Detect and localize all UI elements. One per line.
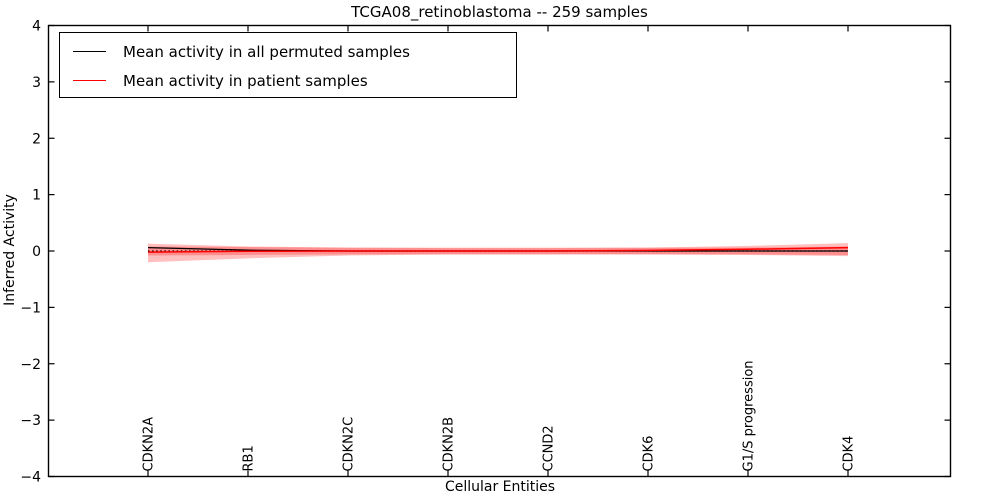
x-tick-label: CCND2 [542, 425, 557, 471]
y-tick-label: −2 [20, 357, 41, 373]
x-tick-label: CDK6 [642, 436, 657, 472]
x-tick-label: RB1 [242, 445, 257, 471]
y-tick-label: 3 [32, 75, 41, 91]
patient-activity-band [148, 243, 848, 263]
permuted-line-swatch [73, 51, 106, 52]
legend-item-permuted: Mean activity in all permuted samples [73, 37, 516, 66]
x-axis-label: Cellular Entities [444, 479, 556, 495]
y-tick-label: −4 [20, 470, 41, 486]
x-tick-label: CDK4 [842, 436, 857, 472]
x-tick-label: CDKN2A [142, 417, 157, 472]
y-axis-label: Inferred Activity [2, 194, 18, 306]
x-tick-label: CDKN2C [342, 417, 357, 472]
y-tick-label: 1 [32, 188, 41, 204]
legend-item-patient: Mean activity in patient samples [73, 66, 516, 95]
legend-label-patient: Mean activity in patient samples [123, 71, 368, 90]
legend-box: Mean activity in all permuted samples Me… [59, 32, 517, 98]
x-tick-label: G1/S progression [742, 360, 757, 471]
x-tick-label: CDKN2B [442, 417, 457, 472]
y-tick-label: −3 [20, 413, 41, 429]
y-tick-label: −1 [20, 300, 41, 316]
y-tick-label: 0 [32, 244, 41, 260]
y-tick-label: 4 [32, 19, 41, 35]
series-solid-ff0000 [147, 246, 849, 253]
legend-label-permuted: Mean activity in all permuted samples [123, 42, 410, 61]
chart-title: TCGA08_retinoblastoma -- 259 samples [351, 3, 648, 21]
y-tick-label: 2 [32, 131, 41, 147]
patient-line-swatch [73, 80, 106, 81]
